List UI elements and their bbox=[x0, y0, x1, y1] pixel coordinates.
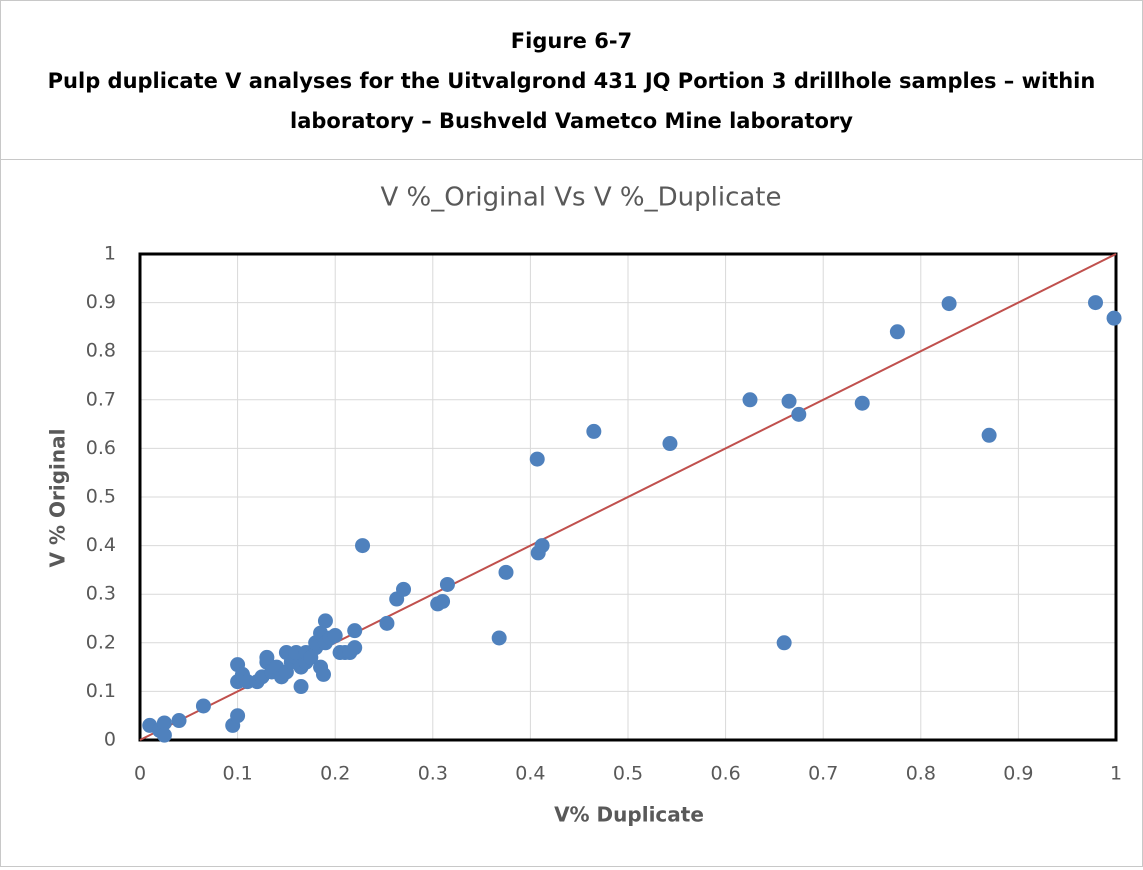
point bbox=[889, 324, 905, 340]
point bbox=[1088, 295, 1104, 311]
point bbox=[435, 593, 451, 609]
x-tick-label: 0.3 bbox=[418, 763, 448, 785]
point bbox=[230, 708, 246, 724]
y-tick-label: 0.3 bbox=[86, 583, 116, 605]
point bbox=[347, 640, 363, 656]
point bbox=[491, 630, 507, 646]
point bbox=[781, 393, 797, 409]
point bbox=[396, 581, 412, 597]
y-tick-label: 0.1 bbox=[86, 680, 116, 702]
point bbox=[498, 564, 514, 580]
x-tick-label: 0.4 bbox=[515, 763, 545, 785]
point bbox=[259, 649, 275, 665]
point bbox=[791, 406, 807, 422]
y-tick-label: 0.4 bbox=[86, 534, 116, 556]
point bbox=[662, 436, 678, 452]
point bbox=[981, 427, 997, 443]
x-tick-label: 0.9 bbox=[1003, 763, 1033, 785]
x-tick-label: 0.5 bbox=[613, 763, 643, 785]
x-axis-label: V% Duplicate bbox=[554, 803, 704, 827]
figure-caption: laboratory – Bushveld Vametco Mine labor… bbox=[290, 109, 853, 133]
y-tick-label: 0.7 bbox=[86, 388, 116, 410]
point bbox=[854, 395, 870, 411]
point bbox=[379, 615, 395, 631]
point bbox=[195, 698, 211, 714]
plot-border bbox=[138, 252, 1118, 742]
chart: V %_Original Vs V %_Duplicate V% Duplica… bbox=[46, 183, 1123, 827]
point bbox=[776, 635, 792, 651]
point bbox=[355, 538, 371, 554]
point bbox=[315, 666, 331, 682]
point bbox=[317, 613, 333, 629]
x-tick-label: 0.7 bbox=[808, 763, 838, 785]
point bbox=[347, 623, 363, 639]
point bbox=[156, 715, 172, 731]
y-tick-label: 0.5 bbox=[86, 486, 116, 508]
point bbox=[171, 713, 187, 729]
point bbox=[293, 679, 309, 695]
point bbox=[156, 727, 172, 743]
y-tick-label: 0.8 bbox=[86, 340, 116, 362]
x-tick-label: 0.8 bbox=[906, 763, 936, 785]
y-tick-label: 0 bbox=[104, 729, 116, 751]
y-tick-label: 0.2 bbox=[86, 631, 116, 653]
x-tick-label: 0.1 bbox=[222, 763, 252, 785]
point bbox=[742, 392, 758, 408]
y-tick-label: 0.6 bbox=[86, 437, 116, 459]
point bbox=[941, 296, 957, 312]
y-axis-label: V % Original bbox=[46, 429, 70, 568]
figure-header: Figure 6-7 Pulp duplicate V analyses for… bbox=[1, 1, 1142, 160]
y-tick-label: 0.9 bbox=[86, 291, 116, 313]
point bbox=[1106, 310, 1122, 326]
chart-title: V %_Original Vs V %_Duplicate bbox=[381, 183, 782, 213]
point bbox=[529, 451, 545, 467]
point bbox=[586, 423, 602, 439]
figure-caption: Pulp duplicate V analyses for the Uitval… bbox=[47, 69, 1096, 93]
point bbox=[439, 576, 455, 592]
point bbox=[534, 538, 550, 554]
figure-number: Figure 6-7 bbox=[510, 29, 633, 53]
point bbox=[327, 628, 343, 644]
x-tick-label: 0.2 bbox=[320, 763, 350, 785]
x-tick-label: 0 bbox=[134, 763, 146, 785]
x-tick-label: 0.6 bbox=[710, 763, 740, 785]
y-tick-label: 1 bbox=[104, 243, 116, 265]
x-tick-label: 1 bbox=[1110, 763, 1122, 785]
